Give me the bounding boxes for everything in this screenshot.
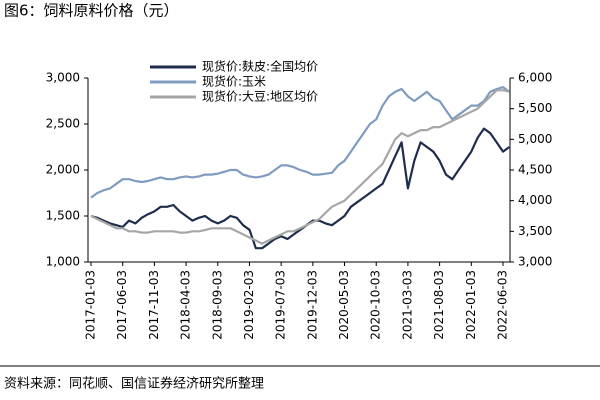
series-line: [90, 89, 510, 245]
y2-tick-label: 5,000: [518, 132, 552, 146]
y-tick-label: 2,500: [46, 117, 80, 131]
x-tick-label: 2022-01-03: [464, 270, 478, 340]
x-tick-label: 2018-04-03: [179, 270, 193, 340]
x-tick-label: 2021-03-03: [400, 270, 414, 340]
x-tick-label: 2018-09-03: [210, 270, 224, 340]
y2-tick-label: 3,500: [518, 224, 552, 238]
y2-tick-label: 5,500: [518, 101, 552, 115]
x-tick-label: 2022-06-03: [496, 270, 510, 340]
y-tick-label: 2,000: [46, 163, 80, 177]
y-tick-label: 1,000: [46, 255, 80, 269]
y2-tick-label: 6,000: [518, 71, 552, 85]
x-tick-label: 2020-10-03: [369, 270, 383, 340]
x-tick-label: 2019-12-03: [305, 270, 319, 340]
legend-label: 现货价:玉米: [202, 74, 266, 89]
x-tick-label: 2021-08-03: [432, 270, 446, 340]
x-tick-label: 2017-01-03: [84, 270, 98, 340]
y2-tick-label: 3,000: [518, 255, 552, 269]
x-tick-label: 2017-06-03: [115, 270, 129, 340]
y2-tick-label: 4,500: [518, 163, 552, 177]
y-tick-label: 3,000: [46, 71, 80, 85]
source-note: 资料来源：同花顺、国信证券经济研究所整理: [4, 376, 264, 392]
x-tick-label: 2019-07-03: [274, 270, 288, 340]
series-line: [90, 127, 510, 250]
chart-title: 图6：饲料原料价格（元）: [4, 2, 179, 20]
series-line: [90, 86, 510, 199]
legend-label: 现货价:麸皮:全国均价: [202, 59, 318, 74]
x-tick-label: 2017-11-03: [147, 270, 161, 340]
x-tick-label: 2020-05-03: [337, 270, 351, 340]
y2-tick-label: 4,000: [518, 193, 552, 207]
x-tick-label: 2019-02-03: [242, 270, 256, 340]
legend-label: 现货价:大豆:地区均价: [202, 89, 318, 104]
y-tick-label: 1,500: [46, 209, 80, 223]
